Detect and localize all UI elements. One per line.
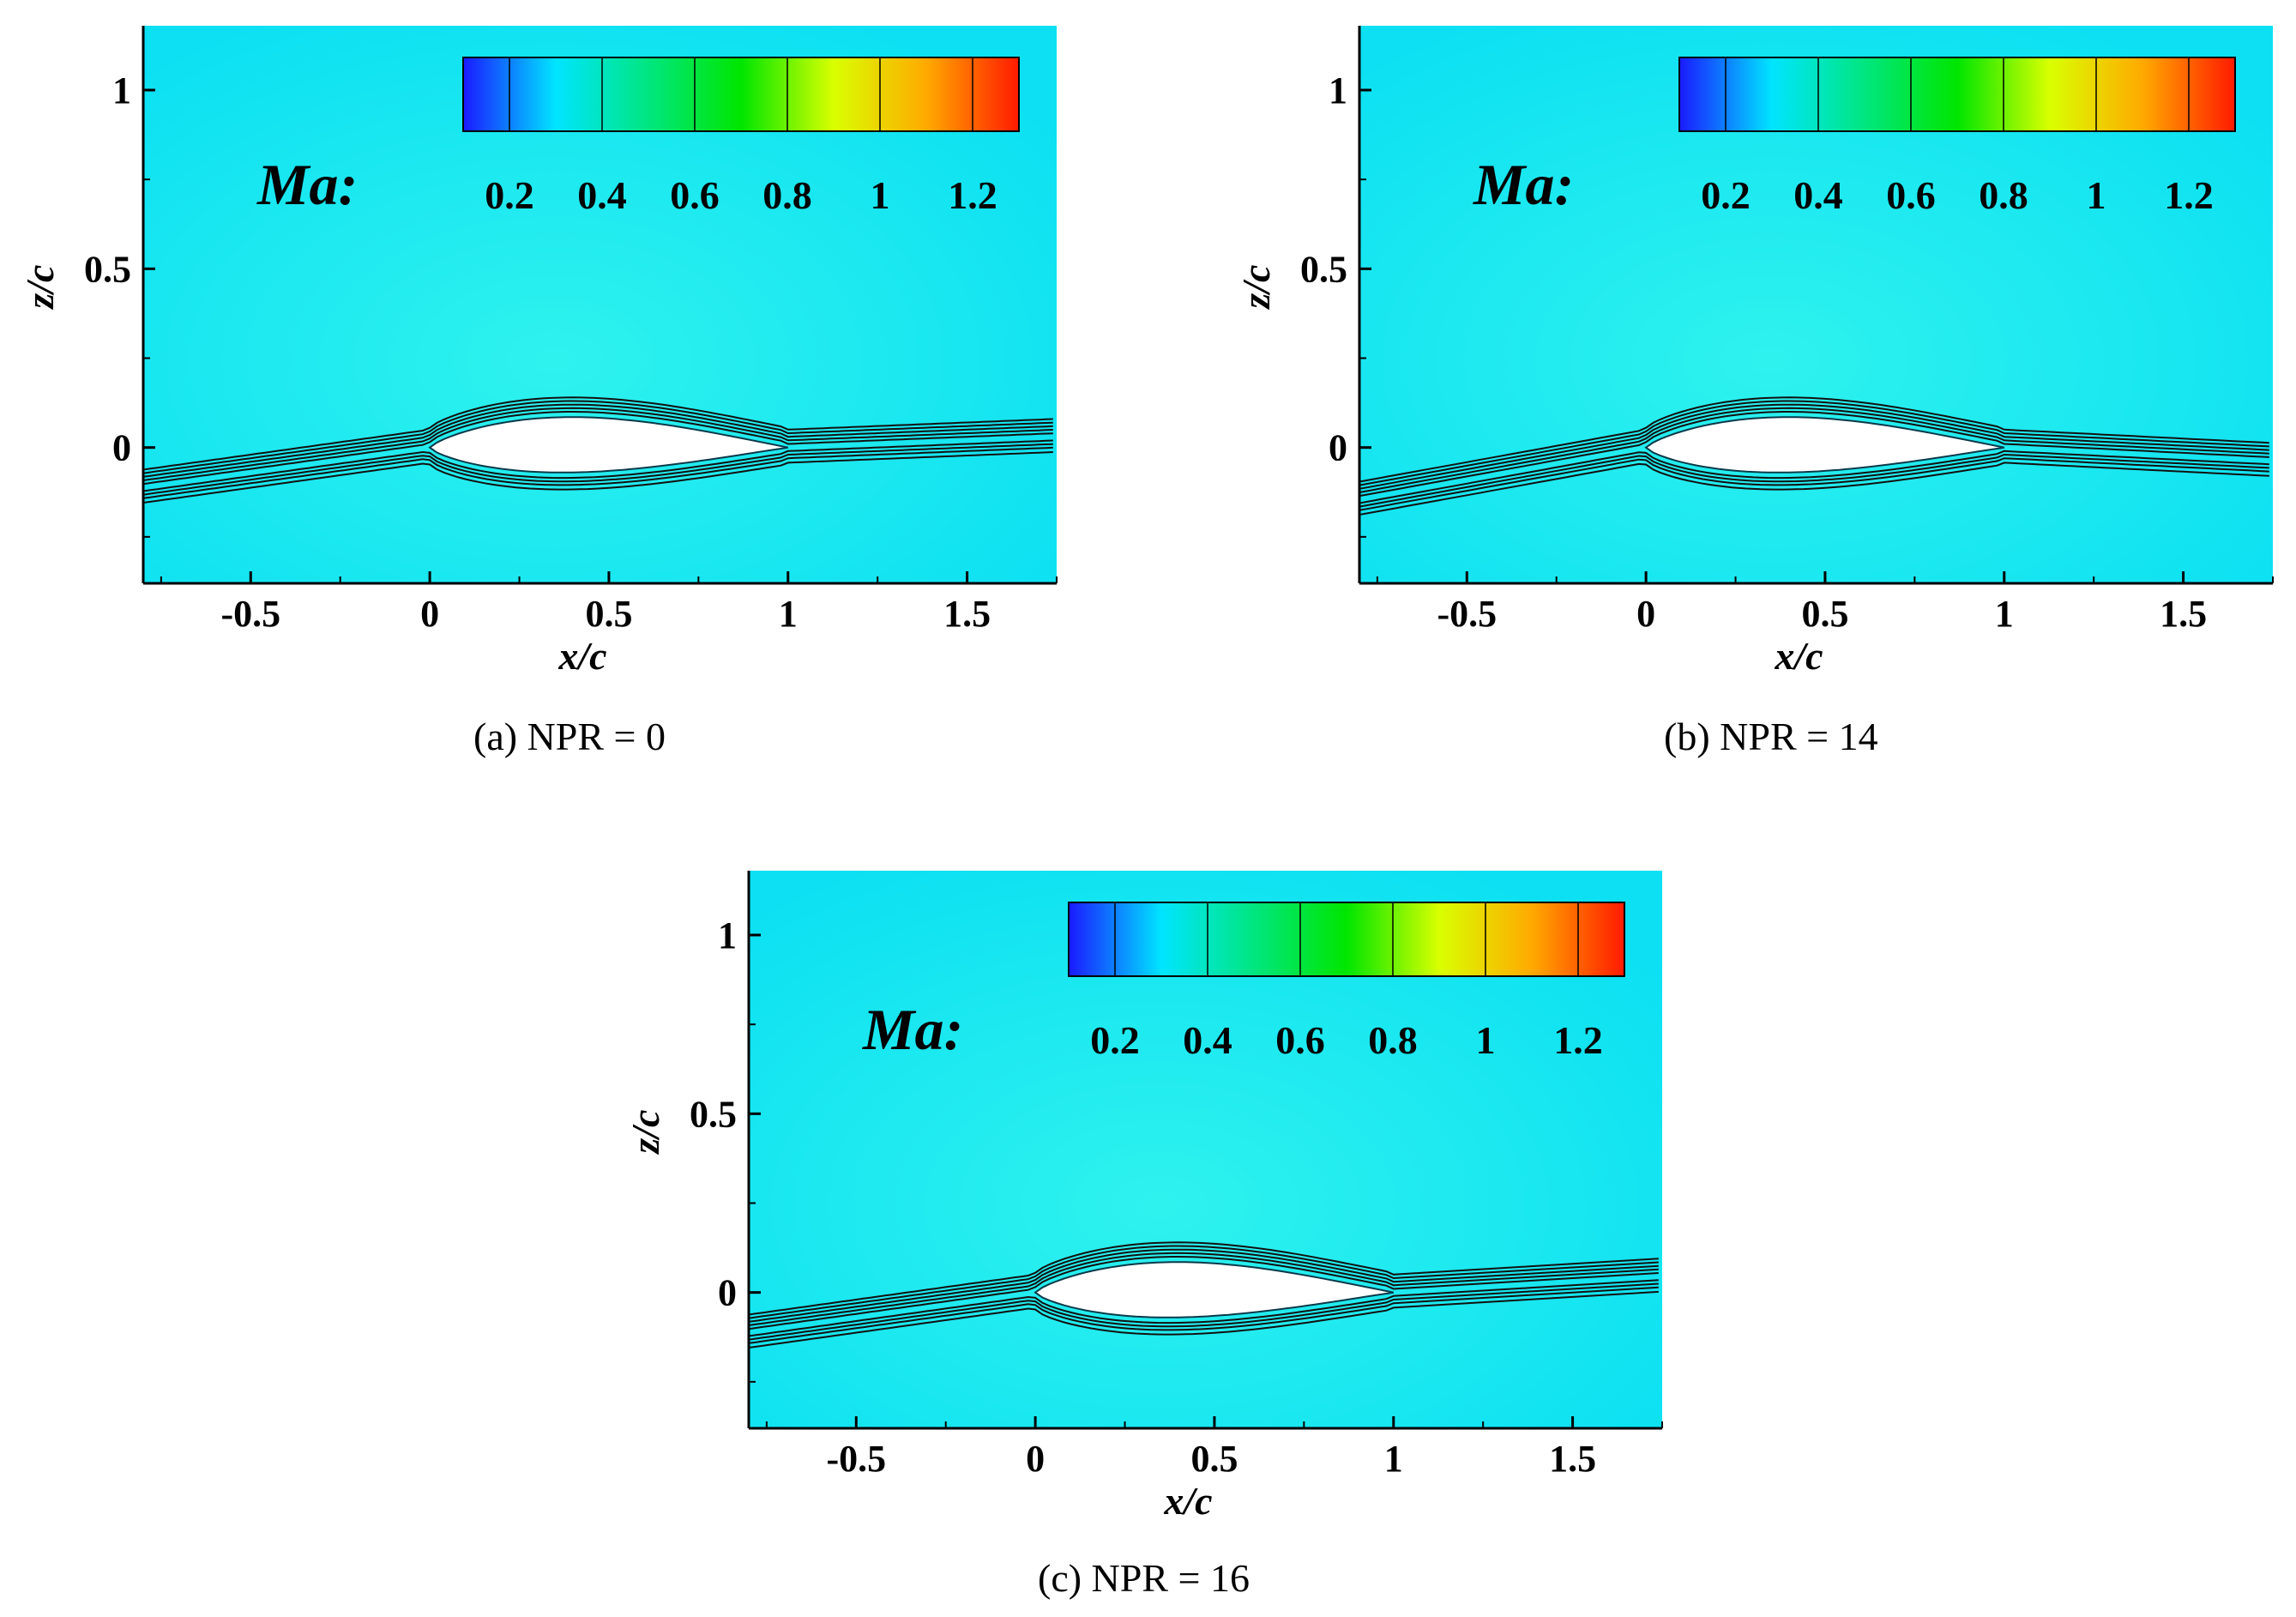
y-tick-label: 0.5	[690, 1093, 737, 1135]
colorbar-label: 0.4	[577, 173, 627, 217]
caption-c: (c) NPR = 16	[1038, 1556, 1250, 1600]
x-tick-label: -0.5	[826, 1438, 886, 1480]
colorbar-label: 0.6	[1886, 173, 1936, 217]
colorbar-label: 1.2	[948, 173, 997, 217]
contour-plot-c: -0.5 0 0.5 1 1.5 0 0.5 1 x/c z/c 0.2 0.4 0.6 0.8 1 1.2 M…	[624, 871, 1663, 1523]
y-axis-title: z/c	[1234, 265, 1278, 311]
panel-a: -0.5 0 0.5 1 1.5 0 0.5 1 x/c z/c 0.2 0.4 0.6 0.8 1 1.2 M…	[0, 0, 1081, 772]
streamline-lower	[143, 443, 1053, 496]
contour-plot-b: -0.5 0 0.5 1 1.5 0 0.5 1 x/c z/c 0.2 0.4 0.6 0.8 1 1.2 M…	[1234, 26, 2274, 678]
streamline-lower	[1359, 457, 2269, 511]
colorbar-label: 0.2	[1701, 173, 1751, 217]
colorbar-label: 0.8	[1368, 1018, 1418, 1062]
x-tick-label: 0.5	[1190, 1438, 1238, 1480]
airfoil	[428, 416, 788, 474]
y-tick-label: 0.5	[84, 248, 131, 290]
colorbar-label: 1	[1476, 1018, 1496, 1062]
x-tick-label: -0.5	[220, 593, 280, 635]
colorbar	[462, 57, 1020, 132]
y-tick-label: 0.5	[1300, 248, 1347, 290]
streamline-upper	[143, 403, 1053, 478]
streamline-lower	[1359, 453, 2269, 508]
y-tick-label: 1	[112, 69, 131, 112]
caption-a: (a) NPR = 0	[473, 715, 666, 758]
streamline-upper	[1359, 407, 2269, 493]
streamline-lower	[749, 1286, 1659, 1344]
streamline-lower	[143, 439, 1053, 492]
streamline-upper	[749, 1248, 1659, 1323]
y-tick-label: 0	[112, 427, 131, 469]
streamline-lower	[749, 1290, 1659, 1349]
streamline-group	[143, 396, 1053, 504]
y-axis-title: z/c	[624, 1110, 667, 1155]
colorbar-label: 0.2	[1090, 1018, 1140, 1062]
colorbar-label: 1.2	[1553, 1018, 1603, 1062]
streamline-upper	[1359, 396, 2269, 483]
legend-title: Ma:	[1473, 152, 1574, 217]
colorbar	[1678, 57, 2236, 132]
x-tick-label: 0.5	[585, 593, 632, 635]
colorbar-label: 0.2	[485, 173, 534, 217]
streamline-lower	[143, 451, 1053, 504]
streamline-lower	[1359, 462, 2269, 516]
x-tick-label: 1.5	[1549, 1438, 1596, 1480]
x-axis-title: x/c	[1163, 1479, 1212, 1523]
streamline-lower	[749, 1282, 1659, 1341]
colorbar-label: 0.6	[670, 173, 720, 217]
x-axis-title: x/c	[557, 634, 606, 678]
x-tick-label: 0	[420, 593, 439, 635]
streamline-upper	[1359, 411, 2269, 498]
x-tick-label: 1	[779, 593, 798, 635]
colorbar-label: 0.8	[1979, 173, 2028, 217]
x-tick-label: 1.5	[943, 593, 991, 635]
streamline-upper	[749, 1256, 1659, 1330]
contour-plot-a: -0.5 0 0.5 1 1.5 0 0.5 1 x/c z/c 0.2 0.4 0.6 0.8 1 1.2 M…	[18, 26, 1058, 678]
airfoil	[1034, 1261, 1394, 1318]
streamline-upper	[1359, 400, 2269, 486]
streamline-upper	[749, 1252, 1659, 1326]
streamline-group	[1359, 396, 2269, 516]
streamline-upper	[1359, 403, 2269, 490]
legend-title: Ma:	[256, 152, 358, 217]
streamline-upper	[143, 407, 1053, 481]
x-tick-label: 0.5	[1801, 593, 1848, 635]
colorbar-label: 1	[871, 173, 890, 217]
streamline-group	[749, 1241, 1659, 1349]
streamline-lower	[1359, 450, 2269, 504]
streamline-lower	[749, 1279, 1659, 1337]
x-tick-label: 1.5	[2160, 593, 2207, 635]
streamline-upper	[143, 411, 1053, 486]
x-tick-label: 0	[1636, 593, 1655, 635]
x-tick-label: -0.5	[1437, 593, 1497, 635]
x-axis-title: x/c	[1774, 634, 1823, 678]
colorbar-label: 0.4	[1183, 1018, 1232, 1062]
colorbar-label: 1.2	[2164, 173, 2214, 217]
colorbar-label: 0.6	[1275, 1018, 1325, 1062]
y-tick-label: 0	[718, 1272, 737, 1314]
y-tick-label: 1	[718, 914, 737, 956]
streamline-upper	[143, 400, 1053, 474]
caption-b: (b) NPR = 14	[1664, 715, 1878, 758]
x-tick-label: 1	[1384, 1438, 1403, 1480]
y-tick-label: 1	[1329, 69, 1347, 112]
y-axis-title: z/c	[18, 265, 62, 311]
y-tick-label: 0	[1329, 427, 1347, 469]
colorbar	[1068, 902, 1625, 977]
legend-title: Ma:	[862, 997, 963, 1062]
streamline-lower	[143, 446, 1053, 499]
streamline-upper	[749, 1241, 1659, 1316]
panel-c: -0.5 0 0.5 1 1.5 0 0.5 1 x/c z/c 0.2 0.4 0.6 0.8 1 1.2 M…	[606, 845, 1686, 1617]
streamline-upper	[749, 1245, 1659, 1319]
x-tick-label: 0	[1026, 1438, 1045, 1480]
streamline-upper	[143, 396, 1053, 471]
colorbar-label: 0.4	[1793, 173, 1843, 217]
colorbar-label: 1	[2087, 173, 2106, 217]
colorbar-label: 0.8	[762, 173, 812, 217]
airfoil	[1644, 416, 2004, 474]
panel-b: -0.5 0 0.5 1 1.5 0 0.5 1 x/c z/c 0.2 0.4 0.6 0.8 1 1.2 M…	[1216, 0, 2296, 772]
x-tick-label: 1	[1995, 593, 2014, 635]
